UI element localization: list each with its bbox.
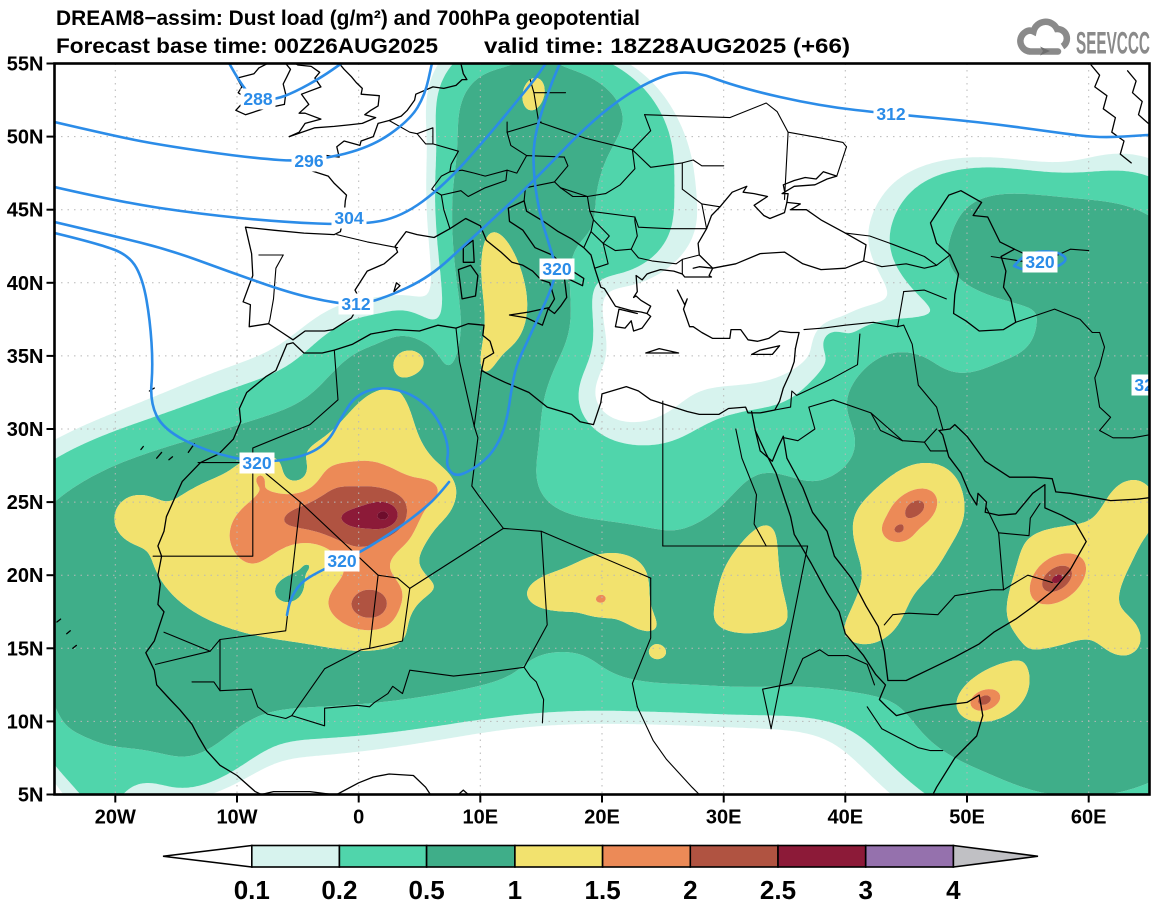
svg-text:20N: 20N bbox=[7, 565, 44, 587]
svg-text:320: 320 bbox=[327, 551, 356, 571]
svg-text:valid time: 18Z28AUG2025 (+66): valid time: 18Z28AUG2025 (+66) bbox=[484, 35, 850, 58]
svg-text:Forecast base time: 00Z26AUG20: Forecast base time: 00Z26AUG2025 bbox=[56, 35, 438, 58]
svg-text:320: 320 bbox=[1025, 252, 1054, 272]
svg-text:10N: 10N bbox=[7, 711, 44, 733]
svg-text:40N: 40N bbox=[7, 273, 44, 295]
svg-text:55N: 55N bbox=[7, 54, 44, 76]
svg-text:10E: 10E bbox=[463, 807, 499, 829]
svg-text:3: 3 bbox=[858, 875, 872, 905]
svg-text:2: 2 bbox=[683, 875, 697, 905]
svg-text:288: 288 bbox=[243, 89, 272, 109]
svg-text:30E: 30E bbox=[706, 807, 742, 829]
svg-text:SEEVCCC: SEEVCCC bbox=[1076, 26, 1150, 61]
svg-text:20W: 20W bbox=[95, 807, 136, 829]
svg-text:15N: 15N bbox=[7, 638, 44, 660]
svg-text:0: 0 bbox=[353, 807, 364, 829]
svg-text:45N: 45N bbox=[7, 200, 44, 222]
svg-text:4: 4 bbox=[946, 875, 961, 905]
svg-text:50E: 50E bbox=[949, 807, 985, 829]
svg-text:5N: 5N bbox=[18, 785, 44, 807]
svg-text:10W: 10W bbox=[216, 807, 257, 829]
svg-text:320: 320 bbox=[542, 259, 571, 279]
svg-text:2.5: 2.5 bbox=[760, 875, 796, 905]
svg-text:40E: 40E bbox=[828, 807, 864, 829]
svg-text:60E: 60E bbox=[1071, 807, 1107, 829]
svg-text:0.1: 0.1 bbox=[234, 875, 270, 905]
svg-text:1.5: 1.5 bbox=[585, 875, 621, 905]
svg-text:1: 1 bbox=[508, 875, 522, 905]
svg-text:25N: 25N bbox=[7, 492, 44, 514]
svg-text:0.2: 0.2 bbox=[321, 875, 357, 905]
svg-text:30N: 30N bbox=[7, 419, 44, 441]
svg-text:312: 312 bbox=[876, 104, 905, 124]
svg-text:296: 296 bbox=[294, 151, 323, 171]
svg-text:320: 320 bbox=[242, 453, 271, 473]
svg-text:320: 320 bbox=[1134, 375, 1163, 395]
svg-text:35N: 35N bbox=[7, 346, 44, 368]
svg-text:50N: 50N bbox=[7, 127, 44, 149]
svg-text:312: 312 bbox=[341, 294, 370, 314]
svg-text:20E: 20E bbox=[584, 807, 620, 829]
svg-text:304: 304 bbox=[334, 208, 363, 228]
svg-text:0.5: 0.5 bbox=[409, 875, 445, 905]
svg-text:DREAM8−assim: Dust load (g/m²): DREAM8−assim: Dust load (g/m²) and 700hP… bbox=[56, 7, 640, 30]
